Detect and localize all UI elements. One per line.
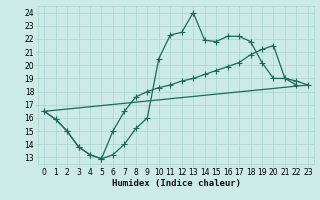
X-axis label: Humidex (Indice chaleur): Humidex (Indice chaleur) (111, 179, 241, 188)
